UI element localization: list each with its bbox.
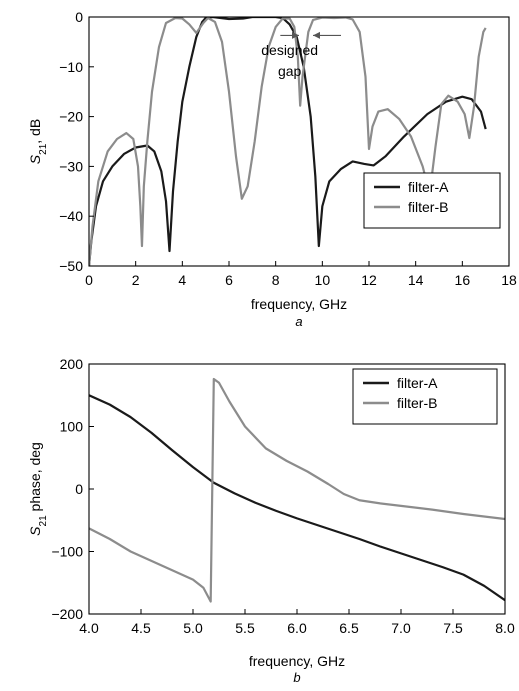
legend-label: filter-A [408, 179, 449, 195]
y-tick-label: 200 [60, 356, 84, 372]
x-tick-label: 8.0 [495, 620, 515, 636]
y-tick-label: −10 [59, 59, 83, 75]
annotation-arrow-right-head [313, 31, 320, 39]
y-axis-label: S21, dB [27, 119, 49, 164]
y-tick-label: 0 [75, 481, 83, 497]
legend-box [352, 368, 498, 425]
x-tick-label: 16 [455, 272, 471, 288]
x-tick-label: 4 [178, 272, 186, 288]
x-tick-label: 5.5 [235, 620, 255, 636]
legend-label: filter-B [397, 395, 437, 411]
x-tick-label: 10 [315, 272, 331, 288]
x-tick-label: 6.5 [339, 620, 359, 636]
subfigure-label: b [293, 670, 300, 685]
series-line-filter-A [89, 394, 505, 602]
series-line-filter-A [89, 17, 487, 266]
chart-a: 0 2 4 6 8 10 12 14 16 18 0 −10 −20 −30 −40 −50 frequency… [27, 9, 517, 329]
x-tick-label: 8 [272, 272, 280, 288]
y-axis-label-subscript: 21 [38, 143, 49, 155]
legend-box [363, 172, 501, 229]
x-tick-label: 4.5 [131, 620, 151, 636]
plot-frame [88, 16, 510, 267]
annotation-arrow-left-head [292, 31, 299, 39]
annotation-text-line2: gap [278, 63, 302, 79]
annotation-text-line1: designed [261, 42, 318, 58]
legend-label: filter-A [397, 375, 438, 391]
y-axis-label-subscript: 21 [38, 515, 49, 527]
y-axis-label-symbol: S [27, 526, 43, 536]
y-tick-label: −50 [59, 258, 83, 274]
x-tick-label: 2 [132, 272, 140, 288]
x-tick-label: 6.0 [287, 620, 307, 636]
annotation-designed-gap: designed gap [261, 31, 341, 79]
y-tick-label: −100 [51, 544, 83, 560]
x-tick-label: 4.0 [79, 620, 99, 636]
x-axis-label: frequency, GHz [249, 653, 345, 669]
y-tick-label: −40 [59, 208, 83, 224]
x-tick-label: 7.5 [443, 620, 463, 636]
x-axis-label: frequency, GHz [251, 296, 347, 312]
legend-label: filter-B [408, 199, 448, 215]
x-tick-label: 7.0 [391, 620, 411, 636]
y-axis-label-symbol: S [27, 154, 43, 164]
x-tick-label: 14 [408, 272, 424, 288]
chart-b: 4.0 4.5 5.0 5.5 6.0 6.5 7.0 7.5 8.0 200 100 0 −100 −2… [27, 356, 515, 685]
y-tick-label: 0 [75, 9, 83, 25]
x-tick-label: 5.0 [183, 620, 203, 636]
y-tick-label: −30 [59, 158, 83, 174]
y-tick-label: −200 [51, 606, 83, 622]
y-tick-label: 100 [60, 419, 84, 435]
y-tick-label: −20 [59, 109, 83, 125]
series-line-filter-B [89, 377, 505, 603]
y-axis-label-suffix: phase, deg [27, 442, 43, 515]
legend: filter-A filter-B [363, 172, 501, 229]
subfigure-label: a [295, 314, 302, 329]
y-axis-label: S21 phase, deg [27, 442, 49, 536]
x-tick-label: 0 [85, 272, 93, 288]
x-tick-label: 18 [501, 272, 517, 288]
x-tick-label: 6 [225, 272, 233, 288]
x-tick-label: 12 [361, 272, 377, 288]
y-axis-label-suffix: , dB [27, 119, 43, 144]
legend: filter-A filter-B [352, 368, 498, 425]
